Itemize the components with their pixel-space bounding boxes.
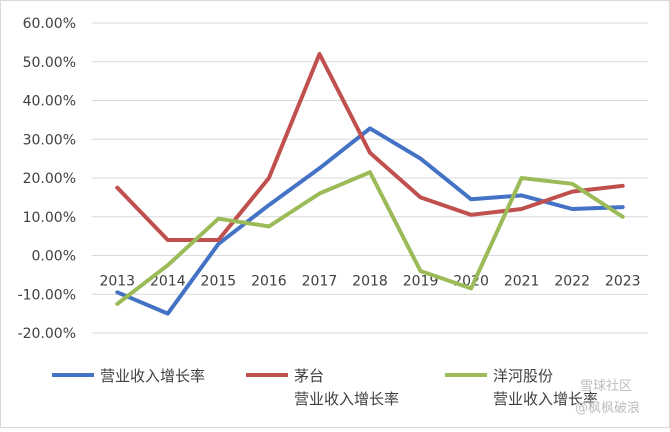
y-axis-ticks: 60.00% 50.00% 40.00% 30.00% 20.00% 10.00% 0.00…: [18, 16, 76, 342]
series-line-3: [115, 170, 625, 306]
series-line-1: [115, 126, 625, 316]
legend-label: 营业收入增长率: [100, 367, 205, 385]
y-tick-label: 60.00%: [23, 16, 76, 32]
y-tick-label: 30.00%: [23, 132, 76, 148]
y-tick-label: -20.00%: [18, 326, 76, 342]
y-tick-label: 10.00%: [23, 210, 76, 226]
y-tick-label: 50.00%: [23, 55, 76, 71]
legend-label: 茅台: [294, 367, 324, 385]
x-tick-label: 2015: [201, 274, 237, 290]
x-tick-label: 2022: [554, 274, 590, 290]
x-tick-label: 2016: [251, 274, 287, 290]
x-tick-label: 2023: [605, 274, 641, 290]
watermark: 雪球社区 @枫枫破浪: [575, 378, 640, 416]
gridlines: [92, 22, 648, 334]
y-tick-label: 40.00%: [23, 94, 76, 110]
x-tick-label: 2019: [403, 274, 439, 290]
x-tick-label: 2013: [99, 274, 135, 290]
legend-label: 营业收入增长率: [294, 390, 399, 408]
series-lines: [115, 52, 625, 316]
watermark-line2: @枫枫破浪: [575, 401, 640, 416]
y-tick-label: 20.00%: [23, 171, 76, 187]
watermark-line1: 雪球社区: [580, 378, 632, 394]
series-line-2: [115, 52, 625, 242]
x-tick-label: 2014: [150, 274, 186, 290]
x-tick-label: 2017: [302, 274, 338, 290]
legend-label: 洋河股份: [493, 367, 553, 385]
x-axis-ticks: 2013 2014 2015 2016 2017 2018 2019 2020 2021 2022…: [99, 274, 640, 290]
x-tick-label: 2021: [504, 274, 540, 290]
y-tick-label: -10.00%: [18, 287, 76, 303]
legend-label: 营业收入增长率: [493, 390, 598, 408]
y-tick-label: 0.00%: [32, 249, 76, 265]
x-tick-label: 2018: [352, 274, 388, 290]
